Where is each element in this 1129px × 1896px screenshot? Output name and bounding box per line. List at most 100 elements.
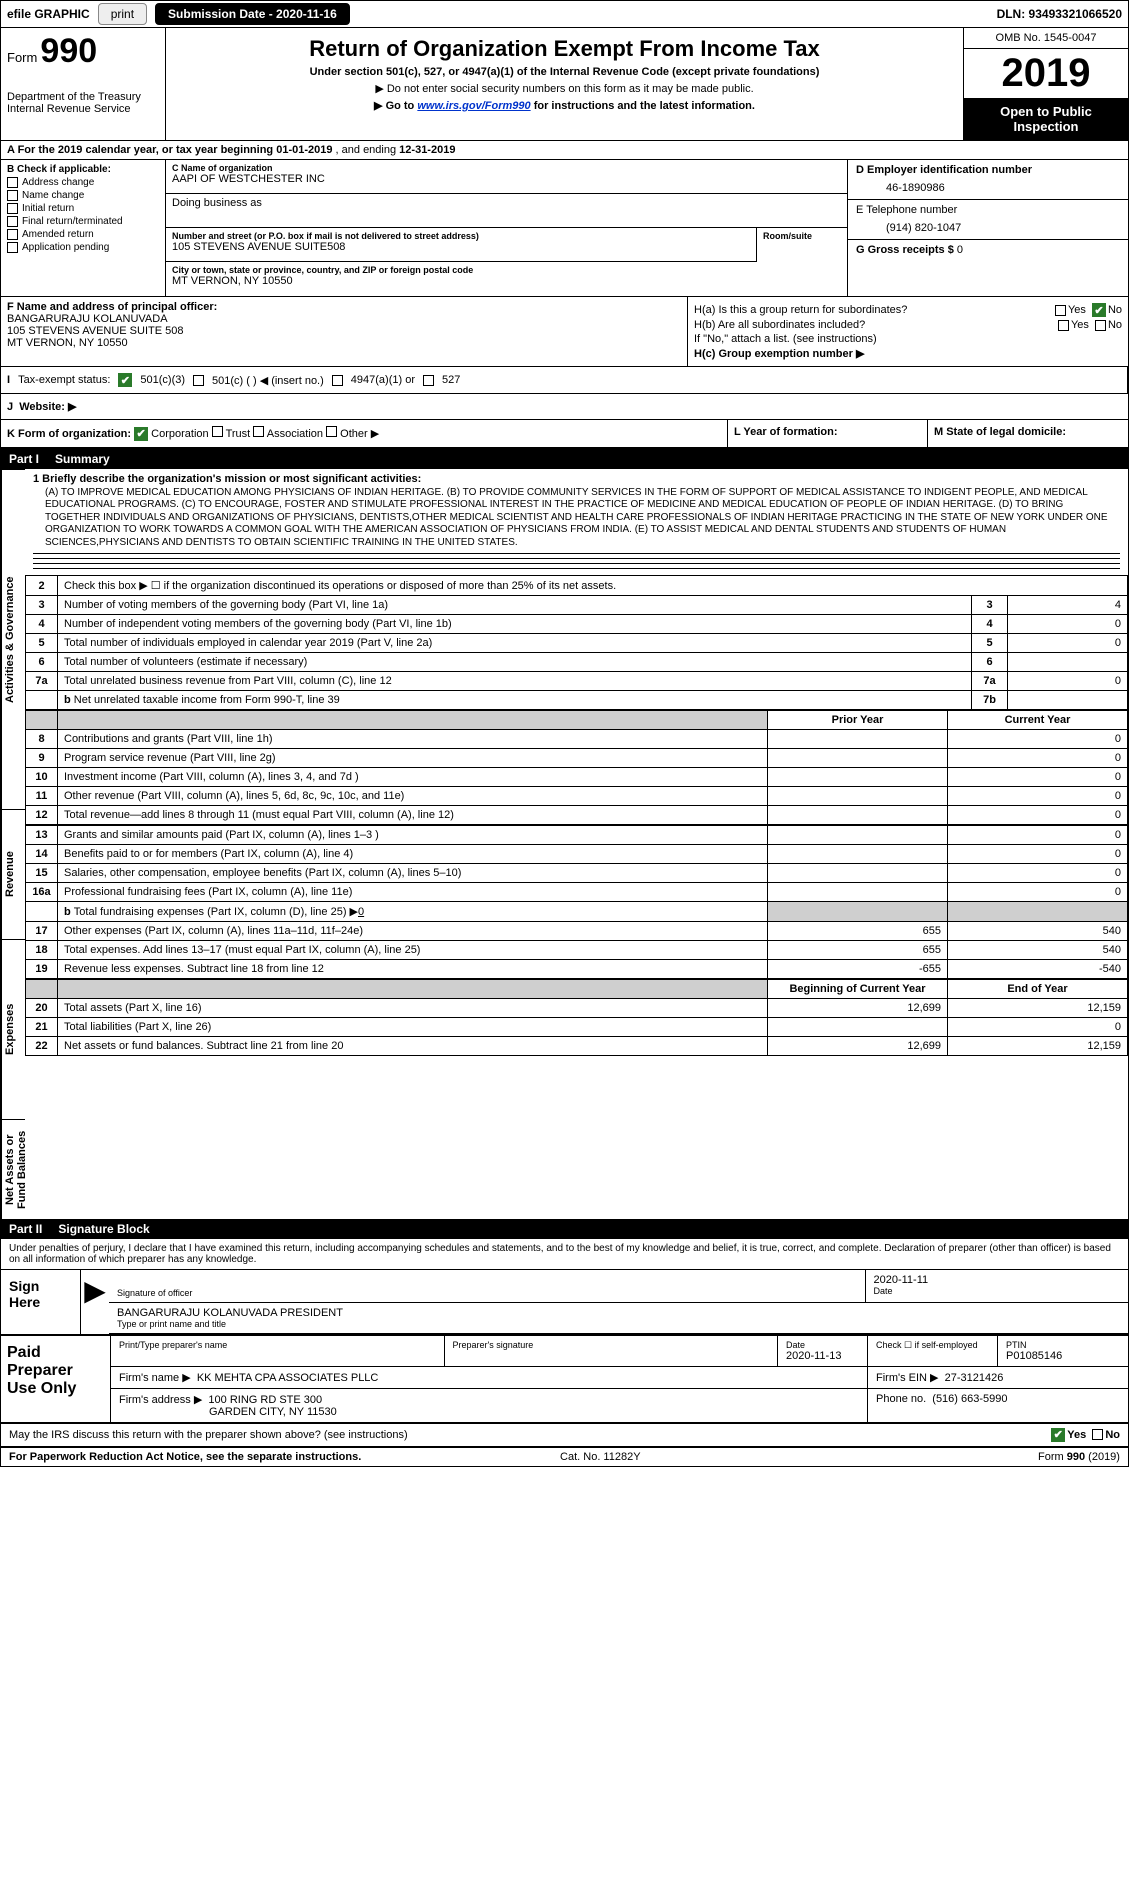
phone-cell: E Telephone number (914) 820-1047 [848,200,1128,240]
line-9: 9Program service revenue (Part VIII, lin… [26,749,1128,768]
instructions-link[interactable]: www.irs.gov/Form990 [417,100,530,112]
firm-addr2: GARDEN CITY, NY 11530 [119,1406,859,1418]
f-addr1: 105 STEVENS AVENUE SUITE 508 [7,325,681,337]
chk-application-pending[interactable]: Application pending [7,242,159,253]
checkbox-icon [1058,320,1069,331]
phone-label: E Telephone number [856,204,1120,216]
line-6: 6Total number of volunteers (estimate if… [26,653,1128,672]
print-button[interactable]: print [98,3,147,25]
line7a-val: 0 [1008,672,1128,691]
paid-preparer-block: Paid Preparer Use Only Print/Type prepar… [1,1334,1128,1424]
tax-exempt-status: I Tax-exempt status: ✔ 501(c)(3) 501(c) … [1,367,1128,393]
i-501c3: 501(c)(3) [140,374,185,386]
mission-text: (A) TO IMPROVE MEDICAL EDUCATION AMONG P… [45,487,1120,550]
chk-final-return[interactable]: Final return/terminated [7,216,159,227]
dba-cell: Doing business as [166,194,847,228]
prep-sig-lbl: Preparer's signature [445,1336,779,1366]
sign-fields: Signature of officer 2020-11-11 Date BAN… [109,1270,1128,1334]
l-label: L Year of formation: [734,426,838,438]
chk-name-change[interactable]: Name change [7,190,159,201]
prior-year-hdr: Prior Year [768,711,948,730]
f-name: BANGARURAJU KOLANUVADA [7,313,681,325]
checkbox-icon [1092,1429,1103,1440]
j-label: J [7,401,13,413]
col-deg: D Employer identification number 46-1890… [848,160,1128,296]
check-icon: ✔ [134,427,148,441]
h-b-yes[interactable]: Yes [1058,319,1089,331]
sign-date: 2020-11-11 [874,1274,1121,1286]
f-addr2: MT VERNON, NY 10550 [7,337,681,349]
form-header: Form 990 Department of the Treasury Inte… [1,28,1128,141]
chk-amended[interactable]: Amended return [7,229,159,240]
h-b-no[interactable]: No [1095,319,1122,331]
gross-label: G Gross receipts $ [856,244,954,256]
col-b-checkboxes: B Check if applicable: Address change Na… [1,160,166,296]
checkbox-icon [7,242,18,253]
part1-title: Summary [55,452,110,466]
instructions-link-line: ▶ Go to www.irs.gov/Form990 for instruct… [174,99,955,112]
goto-suffix: for instructions and the latest informat… [534,100,755,112]
rev-header: Prior Year Current Year [26,711,1128,730]
date-label: Date [874,1286,1121,1296]
h-b-label: H(b) Are all subordinates included? [694,319,1052,331]
part1-body: Activities & Governance Revenue Expenses… [1,469,1128,1219]
form-990-page: efile GRAPHIC print Submission Date - 20… [0,0,1129,1467]
checkbox-icon[interactable] [193,375,204,386]
h-a-no[interactable]: ✔No [1092,303,1122,317]
part1-bar: Part I Summary [1,449,1128,469]
i-501c: 501(c) ( ) ◀ (insert no.) [212,374,324,387]
h-b-line: H(b) Are all subordinates included? Yes … [694,319,1122,331]
ptin-cell: PTIN P01085146 [998,1336,1128,1366]
checkbox-icon [7,203,18,214]
h-a-label: H(a) Is this a group return for subordin… [694,304,1049,316]
city-label: City or town, state or province, country… [172,265,841,275]
part2-bar: Part II Signature Block [1,1219,1128,1239]
room-label: Room/suite [763,231,841,241]
submission-date-button[interactable]: Submission Date - 2020-11-16 [155,3,350,25]
checkbox-icon[interactable] [332,375,343,386]
tax-year: 2019 [964,49,1128,98]
checkbox-icon[interactable] [423,375,434,386]
open-to-public: Open to Public Inspection [964,98,1128,140]
checkbox-icon[interactable] [326,426,337,437]
line-13: 13Grants and similar amounts paid (Part … [26,826,1128,845]
checkbox-icon[interactable] [212,426,223,437]
chk-initial-return[interactable]: Initial return [7,203,159,214]
chk-address-change[interactable]: Address change [7,177,159,188]
discuss-no[interactable]: No [1092,1429,1120,1441]
mission-block: 1 Briefly describe the organization's mi… [25,469,1128,576]
line-14: 14Benefits paid to or for members (Part … [26,845,1128,864]
check-icon: ✔ [1051,1428,1065,1442]
officer-name-cell: BANGARURAJU KOLANUVADA PRESIDENT Type or… [109,1303,1128,1333]
discuss-row: May the IRS discuss this return with the… [1,1424,1128,1448]
footer: For Paperwork Reduction Act Notice, see … [1,1448,1128,1466]
line-18: 18Total expenses. Add lines 13–17 (must … [26,941,1128,960]
arrow-icon: ▶ [81,1270,109,1334]
h-b-note: If "No," attach a list. (see instruction… [694,333,1122,345]
self-employed-cell[interactable]: Check ☐ if self-employed [868,1336,998,1366]
discuss-yes[interactable]: ✔ Yes [1051,1428,1086,1442]
k-corp: Corporation [151,428,208,440]
check-icon: ✔ [1092,303,1106,317]
sign-date-cell: 2020-11-11 Date [866,1270,1129,1302]
h-a-yes[interactable]: Yes [1055,304,1086,316]
m-label: M State of legal domicile: [934,426,1066,438]
officer-signature[interactable]: Signature of officer [109,1270,866,1302]
prep-name-lbl: Print/Type preparer's name [111,1336,445,1366]
checkbox-icon[interactable] [253,426,264,437]
line4-val: 0 [1008,615,1128,634]
dln-label: DLN: 93493321066520 [997,7,1122,21]
checkbox-icon [7,216,18,227]
row-a-tax-period: A For the 2019 calendar year, or tax yea… [1,141,1128,160]
i-label: I [7,374,10,386]
street-value: 105 STEVENS AVENUE SUITE508 [172,241,750,253]
form-subtitle: Under section 501(c), 527, or 4947(a)(1)… [174,66,955,78]
period-mid: , and ending [336,144,400,156]
firm-name-cell: Firm's name ▶ KK MEHTA CPA ASSOCIATES PL… [111,1367,868,1388]
dba-label: Doing business as [172,197,841,209]
k-assoc: Association [267,428,323,440]
line-12: 12Total revenue—add lines 8 through 11 (… [26,806,1128,825]
firm-addr-cell: Firm's address ▶ 100 RING RD STE 300 GAR… [111,1389,868,1422]
gross-receipts-cell: G Gross receipts $ 0 [848,240,1128,280]
firm-name: KK MEHTA CPA ASSOCIATES PLLC [197,1372,379,1384]
